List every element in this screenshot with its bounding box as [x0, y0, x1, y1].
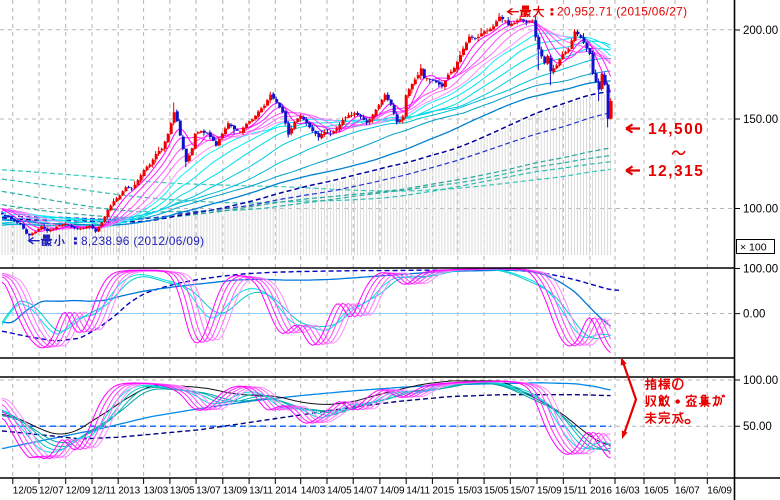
svg-text:12,315: 12,315	[648, 163, 704, 180]
svg-text:14/11: 14/11	[406, 486, 430, 497]
svg-text:14,500: 14,500	[648, 121, 704, 138]
svg-text:15/05: 15/05	[484, 486, 509, 497]
svg-text:14/03: 14/03	[301, 486, 326, 497]
svg-text:15/07: 15/07	[510, 486, 535, 497]
svg-text:16/05: 16/05	[644, 486, 669, 497]
svg-text:100.00: 100.00	[743, 375, 778, 387]
svg-text:12/09: 12/09	[66, 486, 91, 497]
svg-text:2016: 2016	[590, 486, 612, 497]
svg-text:8,238.96 (2012/06/09): 8,238.96 (2012/06/09)	[81, 234, 204, 248]
svg-text:16/03: 16/03	[615, 486, 640, 497]
svg-text:14/07: 14/07	[353, 486, 378, 497]
svg-text:150.00: 150.00	[743, 114, 778, 126]
svg-text:12/11: 12/11	[92, 486, 116, 497]
svg-text:13/05: 13/05	[170, 486, 195, 497]
svg-text:13/07: 13/07	[196, 486, 221, 497]
svg-text:0.00: 0.00	[743, 309, 765, 321]
svg-text:15/09: 15/09	[537, 486, 562, 497]
svg-text:2013: 2013	[118, 486, 140, 497]
svg-text:15/03: 15/03	[458, 486, 483, 497]
svg-text:13/03: 13/03	[144, 486, 169, 497]
svg-text:13/11: 13/11	[249, 486, 273, 497]
svg-text:20,952.71 (2015/06/27): 20,952.71 (2015/06/27)	[557, 5, 687, 19]
svg-text:16/09: 16/09	[707, 486, 732, 497]
svg-text:13/09: 13/09	[223, 486, 248, 497]
svg-text:200.00: 200.00	[743, 25, 778, 37]
svg-text:12/07: 12/07	[39, 486, 64, 497]
svg-text:14/09: 14/09	[380, 486, 405, 497]
svg-text:15/11: 15/11	[563, 486, 587, 497]
svg-text:2014: 2014	[275, 486, 297, 497]
svg-text:50.00: 50.00	[743, 421, 772, 433]
svg-text:2015: 2015	[432, 486, 454, 497]
svg-text:100.00: 100.00	[743, 264, 778, 276]
svg-text:16/07: 16/07	[675, 486, 700, 497]
svg-text:× 100: × 100	[740, 242, 767, 254]
svg-text:100.00: 100.00	[743, 204, 778, 216]
svg-text:12/05: 12/05	[13, 486, 38, 497]
svg-text:14/05: 14/05	[327, 486, 352, 497]
